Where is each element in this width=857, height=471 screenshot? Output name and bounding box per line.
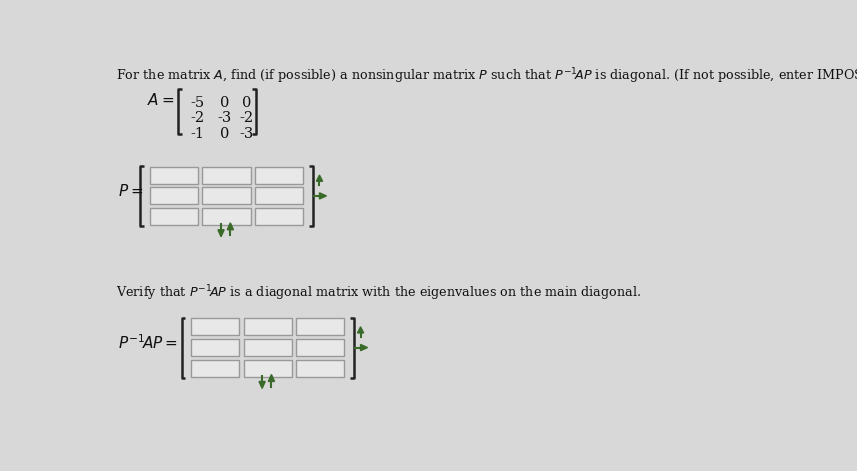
Polygon shape [259,382,265,389]
Bar [150,167,198,184]
Bar [255,187,303,204]
Bar [191,318,239,335]
Bar [255,208,303,225]
Text: -2: -2 [191,111,205,125]
Text: -2: -2 [240,111,254,125]
Bar [202,187,250,204]
Text: 0: 0 [220,96,230,110]
Bar [297,360,345,377]
Polygon shape [218,230,225,237]
Polygon shape [316,175,322,181]
Text: Verify that $P^{-1}\!AP$ is a diagonal matrix with the eigenvalues on the main d: Verify that $P^{-1}\!AP$ is a diagonal m… [117,284,642,303]
Text: 0: 0 [242,96,251,110]
Text: $P^{-1}\!AP =$: $P^{-1}\!AP =$ [118,333,177,352]
Text: -1: -1 [191,127,205,140]
Polygon shape [227,223,233,230]
Bar [150,187,198,204]
Bar [297,318,345,335]
Text: For the matrix $A$, find (if possible) a nonsingular matrix $P$ such that $P^{-1: For the matrix $A$, find (if possible) a… [117,66,857,86]
Bar [191,339,239,356]
Polygon shape [357,327,363,333]
Text: -3: -3 [218,111,232,125]
Text: $P =$: $P =$ [118,183,143,199]
Polygon shape [320,193,327,199]
Bar [255,167,303,184]
Bar [191,360,239,377]
Text: -3: -3 [239,127,254,140]
Text: $A =$: $A =$ [147,92,175,108]
Text: -5: -5 [191,96,205,110]
Bar [243,339,291,356]
Bar [202,208,250,225]
Text: 0: 0 [220,127,230,140]
Bar [243,318,291,335]
Polygon shape [361,344,368,351]
Bar [243,360,291,377]
Polygon shape [268,374,274,382]
Bar [297,339,345,356]
Bar [150,208,198,225]
Bar [202,167,250,184]
